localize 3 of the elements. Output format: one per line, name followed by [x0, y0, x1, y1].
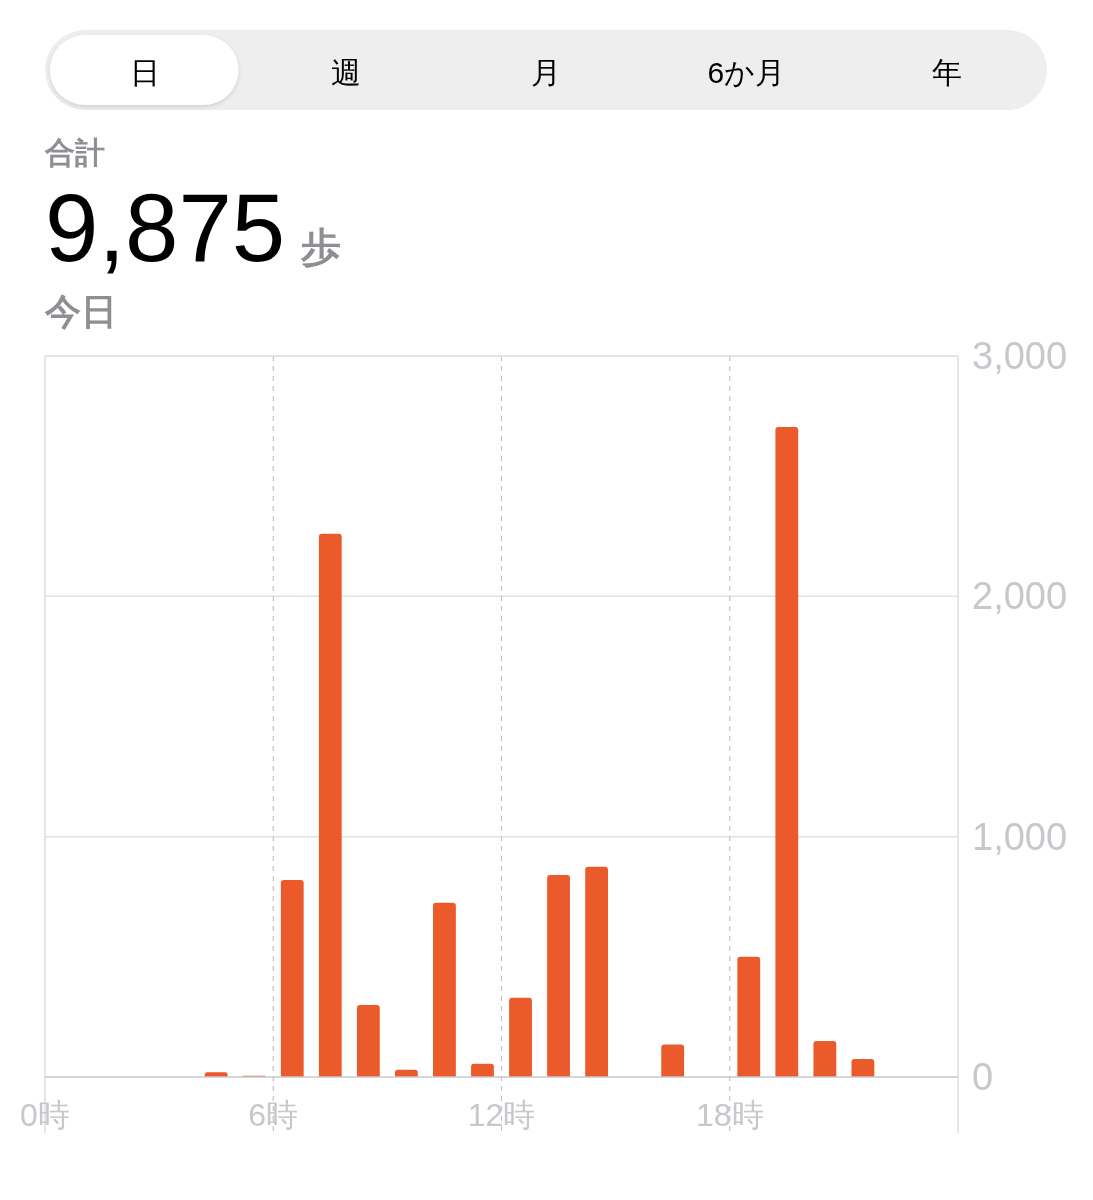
subtitle: 今日: [45, 291, 117, 332]
title: 9,875 歩: [45, 174, 342, 281]
total-label: 合計: [45, 136, 105, 169]
